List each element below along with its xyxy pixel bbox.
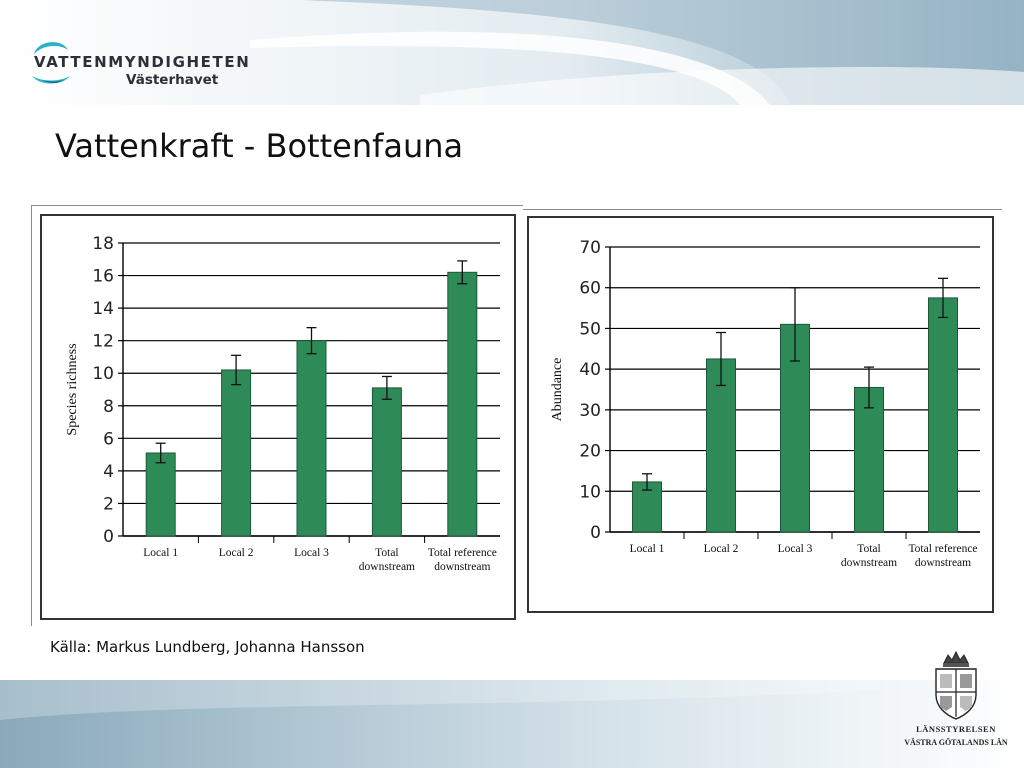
- y-tick-label: 0: [590, 523, 601, 543]
- chart-panel-species-richness: 0 2 4 6 8 10 12 14 16 18 Species richness Local 1 Lo…: [31, 205, 523, 626]
- logo-wave-icon: [32, 42, 70, 84]
- footer-band: [0, 680, 1024, 768]
- y-tick-label: 4: [103, 462, 114, 482]
- source-note: Källa: Markus Lundberg, Johanna Hansson: [50, 638, 365, 656]
- bar: [854, 386, 884, 533]
- x-category-label: Total reference: [428, 547, 497, 559]
- y-tick-label: 2: [103, 494, 114, 514]
- x-category-label: Total: [375, 547, 398, 559]
- x-category-label: Total reference: [908, 543, 977, 555]
- y-tick-label: 16: [92, 267, 114, 287]
- y-tick-label: 18: [92, 234, 114, 254]
- y-tick-label: 50: [579, 319, 601, 339]
- agency-name: LÄNSSTYRELSEN: [916, 724, 996, 734]
- x-category-label: Total: [857, 543, 880, 555]
- y-tick-label: 0: [103, 527, 114, 547]
- y-tick-label: 10: [92, 364, 114, 384]
- y-tick-label: 6: [103, 429, 114, 449]
- abundance-chart: 0 10 20 30 40 50 60 70 Abundance Local 1 Local 2 Lo…: [527, 216, 994, 613]
- y-tick-label: 8: [103, 397, 114, 417]
- y-axis-label: Species richness: [65, 343, 80, 435]
- x-category-label: Local 1: [630, 543, 665, 555]
- bar: [447, 271, 478, 537]
- bar: [296, 340, 327, 537]
- agency-county: VÄSTRA GÖTALANDS LÄN: [904, 738, 1008, 747]
- bar: [371, 387, 402, 537]
- slide-title: Vattenkraft - Bottenfauna: [55, 127, 464, 165]
- x-category-label: downstream: [915, 557, 971, 569]
- x-category-label: downstream: [359, 561, 415, 573]
- x-category-label: downstream: [434, 561, 490, 573]
- x-category-label: downstream: [841, 557, 897, 569]
- x-category-label: Local 2: [704, 543, 739, 555]
- bar: [706, 358, 736, 533]
- y-tick-label: 10: [579, 482, 601, 502]
- chart-frame: [40, 214, 516, 620]
- chart-panel-abundance: 0 10 20 30 40 50 60 70 Abundance Local 1 Local 2 Lo…: [523, 209, 1002, 620]
- y-tick-label: 40: [579, 360, 601, 380]
- bar: [928, 297, 958, 533]
- x-category-label: Local 3: [778, 543, 813, 555]
- y-tick-label: 60: [579, 279, 601, 299]
- logo-name: VATTENMYNDIGHETEN: [34, 53, 251, 71]
- y-tick-label: 14: [92, 299, 114, 319]
- species-richness-chart: 0 2 4 6 8 10 12 14 16 18 Species richness Local 1 Lo…: [40, 214, 516, 620]
- bar: [221, 369, 252, 537]
- coat-of-arms-icon: [935, 650, 977, 720]
- bar: [145, 452, 176, 537]
- y-tick-label: 70: [579, 238, 601, 258]
- y-tick-label: 12: [92, 332, 114, 352]
- chart-frame: [527, 216, 994, 613]
- x-category-label: Local 2: [219, 547, 254, 559]
- logo-region: Västerhavet: [126, 72, 219, 88]
- x-category-label: Local 3: [294, 547, 329, 559]
- header-band: [0, 0, 1024, 106]
- y-tick-label: 30: [579, 401, 601, 421]
- x-category-label: Local 1: [143, 547, 178, 559]
- y-tick-label: 20: [579, 442, 601, 462]
- y-axis-label: Abundance: [550, 358, 565, 422]
